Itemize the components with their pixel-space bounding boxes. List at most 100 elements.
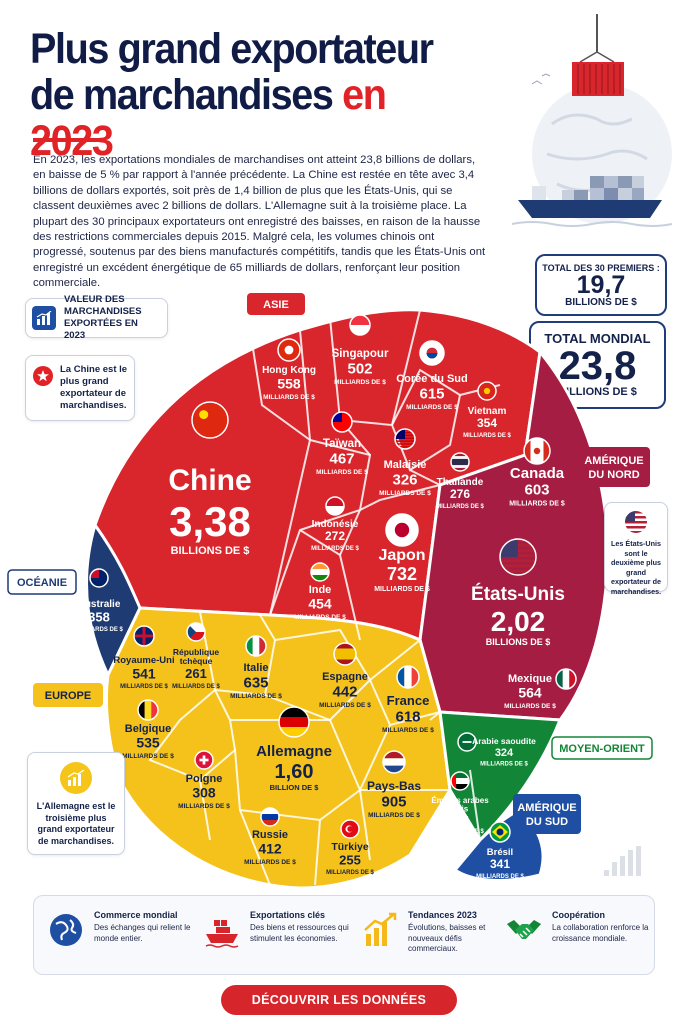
flag-icon [246,636,266,656]
region-tag-label: ASIE [263,299,289,311]
country-unit: MILLIARDS DE $ [244,859,296,866]
flag-icon [341,820,359,838]
flag-icon [278,339,300,361]
country-name: Corée du Sud [396,373,468,385]
region-tag-bg [33,683,103,707]
country-name: France [387,693,430,708]
country-unit: MILLIARDS DE $ [504,703,556,710]
country-value: 326 [392,472,417,489]
cell-border [359,484,441,511]
country-value: 535 [136,734,160,750]
cell-border [524,351,541,456]
country-value: 905 [381,794,406,811]
country-unit: MILLIARDS DE $ [326,870,374,876]
country-name: unis [452,804,469,813]
country-value: 1,60 [275,761,314,783]
cell-border [359,724,450,791]
title-line-1: Plus grand exportateur [30,25,434,73]
flag-icon [138,700,158,720]
germany-note-text: L'Allemagne est le troisième plus grand … [36,801,116,846]
country-unit: MILLIARDS DE $ [436,504,484,510]
country-name: Polgne [186,773,223,785]
country-name: Brésil [487,847,513,858]
cell-border [249,329,311,441]
feature-strip: Commerce mondial Des échanges qui relien… [33,895,655,975]
region-tag-bg [578,447,650,487]
country-unit: MILLIARDS DE $ [230,693,282,700]
country-unit: MILLIARDS DE $ [120,684,168,690]
world-value: 23,8 [558,344,637,388]
country-name: Thaïlande [437,477,484,488]
cargo-ship-illustration [512,14,672,227]
country-name: Singapour [332,348,389,360]
country-unit: MILLIARDS DE $ [436,829,484,835]
country-name: Vietnam [468,406,507,417]
flag-icon [556,669,576,689]
country-name: Chine [168,464,251,497]
country-name: Japon [378,547,425,564]
country-name: Taïwan [323,438,361,450]
feature-cooperation: Coopération La collaboration renforce la… [506,910,651,966]
country-unit: MILLIARDS DE $ [476,874,524,880]
chart-icon [364,912,397,946]
country-unit: MILLIARDS DE $ [294,614,346,621]
country-unit: MILLIARDS DE $ [368,812,420,819]
feature-desc: Évolutions, baisses et nouveaux défis co… [408,923,486,953]
flag-icon [134,626,154,646]
region-tag: ASIE [247,293,305,315]
country-name: tchèque [180,656,213,666]
flag-icon [334,643,356,665]
feature-global-trade: Commerce mondial Des échanges qui relien… [48,910,193,966]
star-icon [33,366,53,386]
country-unit: BILLIONS DE $ [486,637,551,647]
region-tag: AMÉRIQUE DU NORD [578,447,650,487]
country-name: Belgique [125,723,171,735]
country-unit: MILLIARDS DE $ [319,702,371,709]
ship-bridge [532,186,546,202]
country-value: 558 [277,375,301,391]
bar-chart-icon [32,306,56,330]
cell-border [148,689,237,782]
country-value: 564 [518,684,542,700]
country-value: 308 [192,784,216,800]
country-value: 354 [477,416,497,430]
top30-unit: BILLIONS DE $ [565,297,637,308]
region-tag-bg [551,736,653,760]
region-tag-label: DU SUD [526,816,568,828]
region-tag: AMÉRIQUE DU SUD [513,794,581,834]
country-value: 276 [450,487,470,501]
feature-title: Exportations clés [250,910,326,920]
country-name: Arabie saoudite [472,736,536,746]
country-value: 341 [490,857,510,871]
flag-icon [383,751,405,773]
country-name: Canada [510,465,565,482]
top30-total-box: TOTAL DES 30 PREMIERS : 19,7 BILLIONS DE… [535,254,667,316]
top30-label: TOTAL DES 30 PREMIERS : [542,263,660,273]
country-unit: MILLIARDS DE $ [509,501,565,508]
country-name: Russie [252,829,288,841]
handshake-icon [507,920,541,939]
region-tag: OCÉANIE [7,569,77,595]
flag-icon [478,382,496,400]
container-icon [572,62,624,96]
country-value: 2,02 [491,606,546,637]
region-tags: ASIE AMÉRIQUE DU NORD OCÉANIE EUROPE MOYEN-OR… [7,293,653,834]
discover-data-button[interactable]: DÉCOUVRIR LES DONNÉES [221,985,457,1015]
country-value: 3,38 [169,498,251,545]
country-value: 358 [88,609,110,624]
